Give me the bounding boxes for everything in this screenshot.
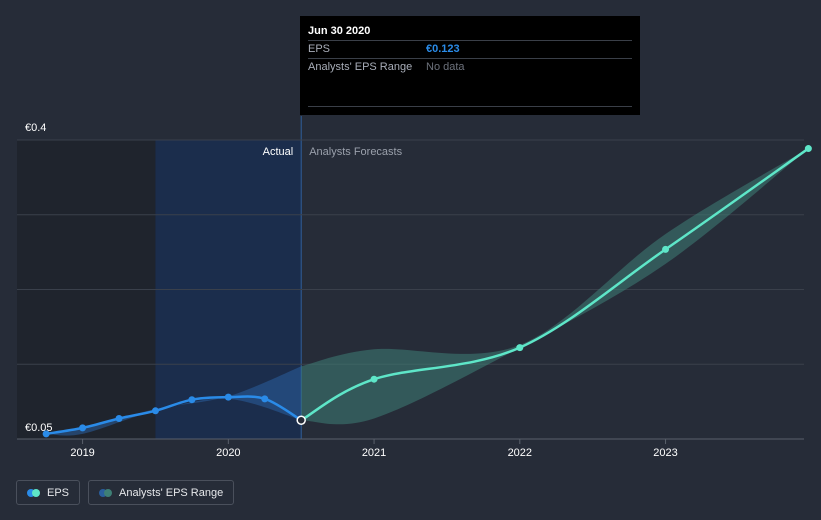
eps-actual-point (42, 430, 50, 438)
eps-actual-point (224, 393, 232, 401)
legend-range-dot-forecast (104, 488, 113, 497)
tooltip-eps-label: EPS (308, 43, 331, 55)
tooltip-eps-value: €0.123 (426, 43, 460, 55)
eps-forecast-point (804, 145, 812, 153)
legend-eps-label: EPS (47, 486, 70, 499)
y-min-label: €0.05 (25, 422, 53, 434)
actual-label: Actual (263, 146, 294, 158)
eps-forecast-point (516, 344, 524, 352)
forecast-label: Analysts Forecasts (309, 146, 402, 158)
legend-eps-swatch (27, 488, 41, 497)
chart-legend: EPS Analysts' EPS Range (16, 480, 235, 505)
legend-range-swatch (99, 488, 113, 497)
range-band-past (46, 366, 302, 436)
legend-eps-dot-past (27, 488, 35, 497)
tooltip-range-value: No data (426, 61, 465, 73)
eps-points (42, 145, 812, 438)
eps-actual-point (261, 395, 269, 403)
eps-forecast-point (662, 245, 670, 253)
eps-range-band (46, 148, 809, 436)
legend-item-eps[interactable]: EPS (16, 480, 81, 505)
eps-actual-point (296, 415, 306, 425)
legend-eps-dot-forecast (32, 488, 40, 497)
eps-forecast-line (299, 147, 810, 422)
x-tick-label: 2023 (653, 447, 677, 459)
x-tick-label: 2021 (362, 447, 386, 459)
x-tick-label: 2020 (216, 447, 240, 459)
x-tick-label: 2022 (508, 447, 532, 459)
hover-tooltip: Jun 30 2020 EPS €0.123 Analysts' EPS Ran… (300, 16, 640, 115)
tooltip-date: Jun 30 2020 (308, 25, 371, 37)
x-tick-label: 2019 (70, 447, 94, 459)
tooltip-range-label: Analysts' EPS Range (308, 61, 413, 73)
eps-forecast-point (370, 375, 378, 383)
eps-actual-point (151, 407, 159, 415)
eps-actual-point (188, 396, 196, 404)
y-max-label: €0.4 (25, 122, 46, 134)
range-band-forecast (301, 148, 809, 425)
legend-range-dot-past (99, 488, 108, 497)
legend-range-label: Analysts' EPS Range (119, 486, 224, 499)
tooltip-divider (308, 106, 632, 107)
eps-actual-point (115, 414, 123, 422)
axis-labels: €0.4 €0.05 2019 2020 2021 2022 2023 Actual Analy… (25, 122, 678, 459)
tooltip-row-eps: EPS €0.123 (308, 40, 632, 58)
tooltip-row-range: Analysts' EPS Range No data (308, 58, 632, 76)
eps-actual-point (79, 424, 87, 432)
legend-item-eps-range[interactable]: Analysts' EPS Range (88, 480, 235, 505)
